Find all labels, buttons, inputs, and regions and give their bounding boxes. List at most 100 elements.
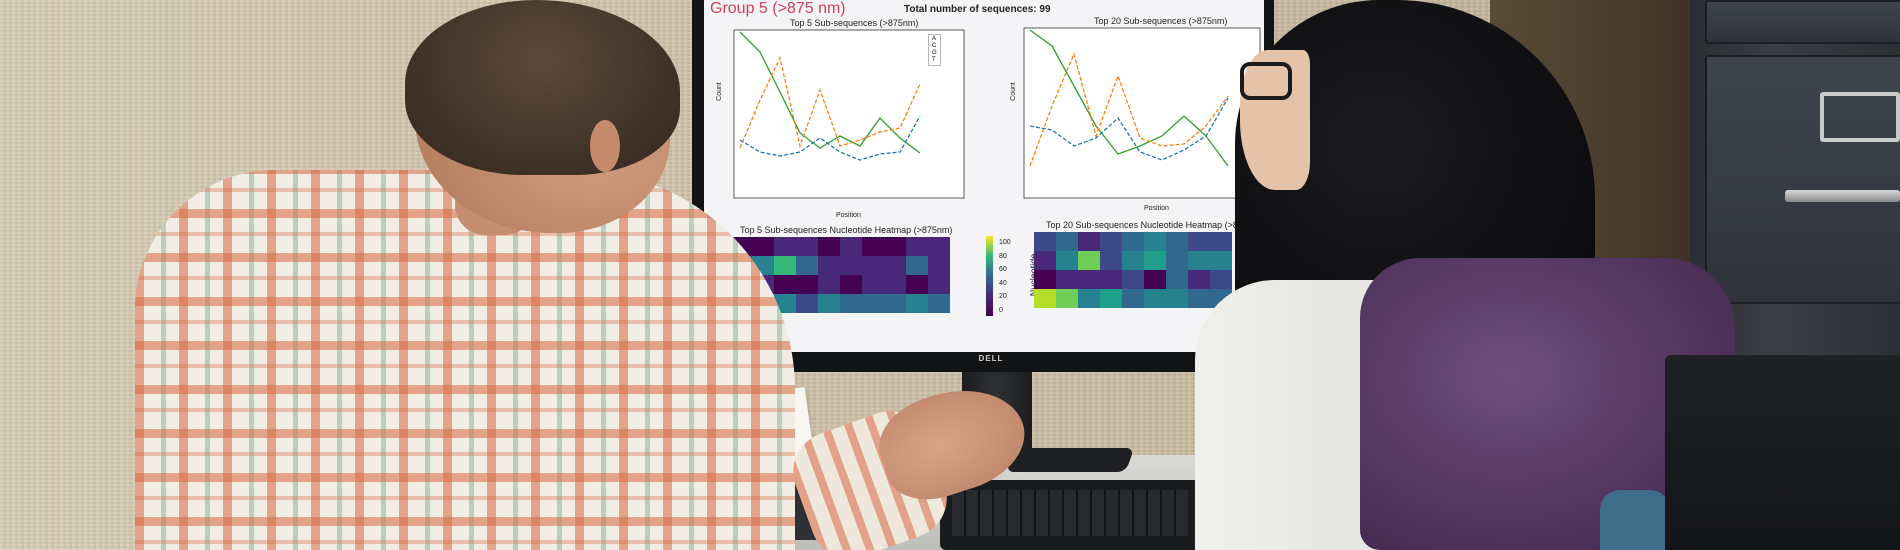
left-x-label: Position	[836, 212, 861, 219]
group-title: Group 5 (>875 nm)	[710, 0, 846, 17]
heatmap-cell	[1078, 289, 1100, 308]
heatmap-row	[730, 256, 950, 275]
heatmap-cell	[1188, 232, 1210, 251]
cbar-tick: 40	[999, 279, 1007, 287]
monitor-screen: Group 5 (>875 nm) Total number of sequen…	[704, 0, 1264, 352]
cabinet-drawer-middle	[1705, 55, 1900, 304]
heatmap-cell	[840, 294, 862, 313]
cbar-tick: 100	[999, 239, 1011, 246]
heatmap-cell	[1122, 289, 1144, 308]
heatmap-cell	[1056, 232, 1078, 251]
heatmap-cell	[1166, 232, 1188, 251]
heatmap-cell	[906, 237, 928, 256]
heatmap-cell	[818, 294, 840, 313]
heatmap-cell	[1078, 270, 1100, 289]
right-line-chart	[1023, 27, 1261, 199]
heatmap-cell	[1100, 289, 1122, 308]
woman-face	[1240, 50, 1310, 190]
legend-g: G	[932, 50, 937, 56]
heatmap-cell	[1034, 289, 1056, 308]
dell-logo: DELL	[978, 354, 1004, 363]
heatmap-cell	[1166, 270, 1188, 289]
heatmap-cell	[1122, 270, 1144, 289]
heatmap-cell	[818, 256, 840, 275]
monitor-stand-base	[1005, 448, 1135, 472]
heatmap-cell	[840, 256, 862, 275]
plot-line	[1029, 97, 1229, 161]
left-line-chart	[733, 29, 965, 199]
heatmap-cell	[1056, 270, 1078, 289]
heatmap-cell	[796, 237, 818, 256]
heatmap-cell	[906, 256, 928, 275]
heatmap-cell	[1166, 251, 1188, 270]
total-sequences: Total number of sequences: 99	[904, 4, 1051, 15]
plot-line	[739, 56, 921, 149]
heatmap-cell	[928, 275, 950, 294]
heatmap-cell	[1100, 270, 1122, 289]
heatmap-cell	[862, 275, 884, 294]
cbar-tick: 0	[999, 306, 1003, 314]
heatmap-cell	[1144, 270, 1166, 289]
heatmap-cell	[774, 256, 796, 275]
heatmap-cell	[1034, 232, 1056, 251]
heatmap-cell	[818, 275, 840, 294]
heatmap-cell	[1122, 232, 1144, 251]
legend-c: C	[932, 43, 937, 49]
heatmap-cell	[796, 275, 818, 294]
heatmap-cell	[1078, 232, 1100, 251]
plot-line	[1029, 52, 1229, 167]
heatmap-row	[730, 237, 950, 256]
right-plot-frame	[1023, 27, 1261, 199]
man-plaid-shirt	[135, 170, 795, 550]
right-plot-lines	[1029, 29, 1229, 167]
right-heatmap-title: Top 20 Sub-sequences Nucleotide Heatmap …	[1046, 220, 1264, 230]
heatmap-cell	[884, 256, 906, 275]
left-plot-frame	[733, 29, 965, 199]
heatmap-row	[1034, 270, 1232, 289]
heatmap-cell	[840, 275, 862, 294]
plot-line	[739, 31, 921, 154]
heatmap-cell	[1144, 232, 1166, 251]
cbar-tick: 80	[999, 252, 1007, 260]
right-x-label: Position	[1144, 205, 1169, 212]
heatmap-cell	[1100, 251, 1122, 270]
heatmap-cell	[1188, 251, 1210, 270]
heatmap-cell	[884, 275, 906, 294]
heatmap-cell	[1210, 251, 1232, 270]
right-heatmap	[1034, 232, 1232, 308]
keyboard-keys	[952, 490, 1188, 536]
heatmap-cell	[928, 256, 950, 275]
right-y-label: Count	[1009, 82, 1017, 101]
heatmap-cell	[1056, 251, 1078, 270]
heatmap-cell	[906, 275, 928, 294]
legend-t: T	[932, 57, 936, 63]
heatmap-cell	[928, 294, 950, 313]
man-ear	[590, 120, 620, 172]
heatmap-cell	[818, 237, 840, 256]
heatmap-colorbar	[986, 236, 993, 316]
heatmap-cell	[774, 275, 796, 294]
plot-line	[739, 115, 921, 161]
blue-chair-edge	[1600, 490, 1670, 550]
heatmap-cell	[1034, 251, 1056, 270]
heatmap-row	[1034, 232, 1232, 251]
drawer-handle	[1785, 190, 1900, 202]
heatmap-cell	[1210, 232, 1232, 251]
heatmap-cell	[884, 294, 906, 313]
heatmap-cell	[796, 294, 818, 313]
man-hair	[405, 0, 680, 175]
colorbar-ticks: 100 80 60 40 20 0	[999, 236, 1011, 317]
heatmap-cell	[1056, 289, 1078, 308]
heatmap-cell	[1188, 289, 1210, 308]
heatmap-cell	[1100, 232, 1122, 251]
foreground-monitor	[1665, 355, 1900, 550]
cbar-tick: 20	[999, 293, 1007, 300]
heatmap-row	[1034, 289, 1232, 308]
heatmap-cell	[1166, 289, 1188, 308]
heatmap-cell	[1078, 251, 1100, 270]
heatmap-cell	[840, 237, 862, 256]
plot-line	[1029, 29, 1229, 167]
heatmap-cell	[862, 294, 884, 313]
left-plot-title: Top 5 Sub-sequences (>875nm)	[790, 18, 919, 28]
